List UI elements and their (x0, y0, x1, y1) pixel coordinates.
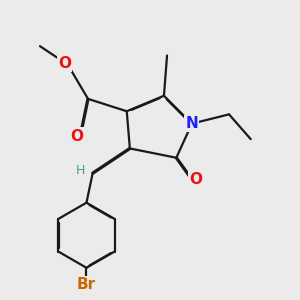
Text: Br: Br (77, 277, 96, 292)
Text: O: O (58, 56, 71, 71)
Text: O: O (70, 129, 83, 144)
Text: N: N (185, 116, 198, 131)
Text: H: H (76, 164, 86, 177)
Text: O: O (189, 172, 202, 187)
